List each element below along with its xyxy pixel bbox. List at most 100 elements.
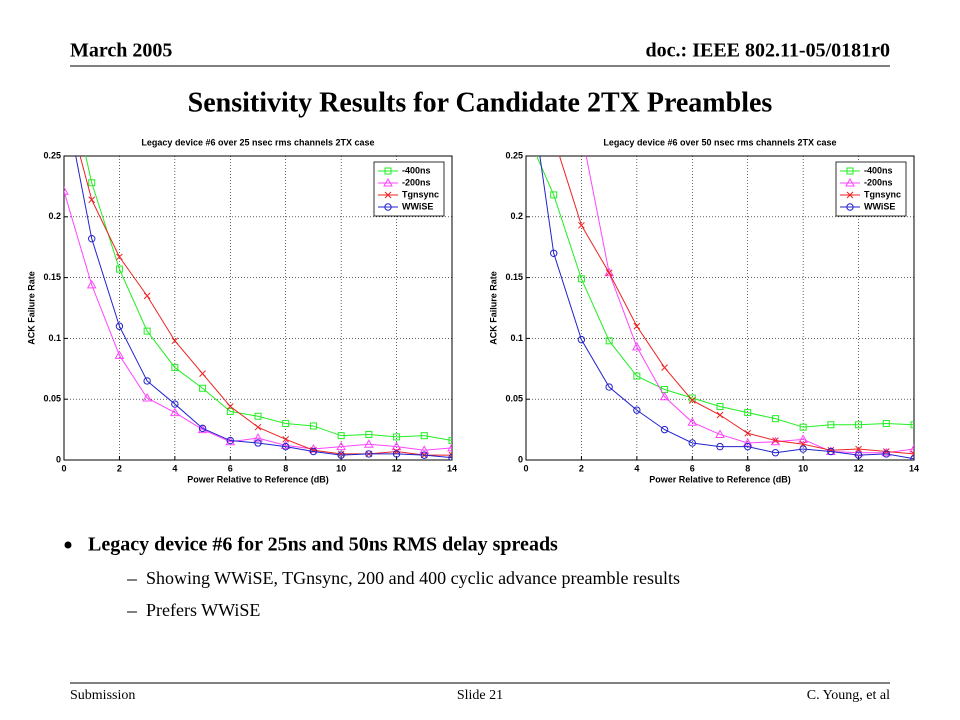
marker	[199, 384, 207, 392]
slide-title: Sensitivity Results for Candidate 2TX Pr…	[188, 87, 773, 118]
marker	[744, 409, 752, 417]
marker	[115, 322, 124, 330]
bullet-text: Legacy device #6 for 25ns and 50ns RMS d…	[88, 534, 558, 556]
y-tick-label: 0.2	[510, 211, 523, 221]
legend-marker	[846, 203, 854, 211]
marker	[171, 337, 179, 345]
marker	[88, 179, 96, 187]
y-axis-label: ACK Failure Rate	[26, 271, 36, 345]
series-group	[64, 156, 452, 460]
marker	[854, 451, 863, 459]
x-tick-label: 14	[447, 463, 457, 473]
marker	[169, 407, 180, 417]
marker	[337, 432, 345, 440]
marker	[744, 442, 752, 451]
marker	[280, 440, 291, 449]
marker	[337, 451, 345, 459]
x-tick-label: 2	[117, 463, 122, 473]
marker	[88, 234, 96, 243]
legend-marker	[846, 167, 854, 175]
footer-center: Slide 21	[457, 688, 503, 703]
marker	[143, 377, 151, 385]
marker	[198, 424, 207, 433]
marker	[744, 429, 752, 437]
marker	[827, 446, 835, 454]
x-tick-label: 4	[634, 463, 639, 473]
marker	[114, 350, 125, 359]
marker	[633, 372, 641, 380]
marker	[310, 446, 317, 454]
legend-label: Tgnsync	[402, 189, 439, 199]
marker	[171, 364, 179, 372]
y-tick-label: 0.05	[43, 394, 61, 404]
marker	[882, 450, 890, 458]
marker	[910, 421, 914, 429]
marker	[633, 406, 641, 414]
x-tick-label: 10	[336, 463, 346, 473]
legend-marker	[383, 177, 393, 187]
marker	[882, 420, 890, 428]
marker	[365, 430, 373, 438]
marker	[226, 436, 234, 445]
series-line	[536, 156, 914, 428]
marker	[448, 437, 452, 445]
x-tick-label: 10	[798, 463, 808, 473]
marker	[827, 421, 835, 429]
y-tick-label: 0.1	[510, 333, 523, 343]
sub-bullet-text: Showing WWiSE, TGnsync, 200 and 400 cycl…	[146, 568, 680, 588]
marker	[772, 437, 779, 444]
marker	[909, 444, 914, 453]
marker	[605, 269, 613, 277]
marker	[254, 439, 262, 447]
marker	[771, 449, 780, 457]
x-axis-label: Power Relative to Reference (dB)	[187, 474, 329, 484]
marker	[631, 341, 642, 351]
marker	[365, 450, 373, 458]
marker	[855, 421, 863, 429]
bullet	[64, 541, 72, 549]
y-tick-label: 0	[518, 454, 523, 464]
marker	[392, 450, 401, 458]
marker	[253, 433, 263, 442]
marker	[419, 445, 430, 454]
marker	[420, 432, 428, 440]
marker	[799, 445, 807, 453]
marker	[881, 447, 892, 457]
x-tick-label: 0	[523, 463, 528, 473]
marker	[254, 423, 262, 431]
marker	[578, 221, 585, 229]
header-doc: doc.: IEEE 802.11-05/0181r0	[646, 40, 890, 62]
legend-marker	[384, 191, 392, 199]
sub-bullet-text: Prefers WWiSE	[146, 600, 260, 620]
marker	[420, 451, 428, 459]
marker	[661, 364, 668, 371]
legend-marker	[384, 167, 392, 175]
x-tick-label: 6	[228, 463, 233, 473]
marker	[882, 448, 890, 455]
header-date: March 2005	[70, 40, 172, 62]
x-tick-label: 14	[909, 463, 919, 473]
marker	[716, 442, 724, 451]
marker	[336, 441, 347, 451]
series-group	[536, 156, 914, 460]
marker	[226, 407, 234, 415]
legend-label: -400ns	[864, 165, 893, 175]
series-line	[539, 156, 914, 460]
x-tick-label: 8	[283, 463, 288, 473]
marker	[659, 391, 670, 401]
marker	[715, 429, 725, 438]
plot-frame	[525, 155, 915, 461]
marker	[660, 425, 669, 434]
legend-label: -400ns	[402, 165, 431, 175]
marker	[827, 447, 835, 456]
marker	[577, 275, 585, 283]
marker	[282, 442, 290, 451]
y-tick-label: 0	[56, 454, 61, 464]
marker	[171, 400, 179, 408]
x-tick-label: 8	[745, 463, 750, 473]
marker	[855, 445, 862, 453]
marker	[393, 433, 401, 441]
x-axis-label: Power Relative to Reference (dB)	[649, 474, 791, 484]
chart-title: Legacy device #6 over 50 nsec rms channe…	[603, 137, 836, 147]
